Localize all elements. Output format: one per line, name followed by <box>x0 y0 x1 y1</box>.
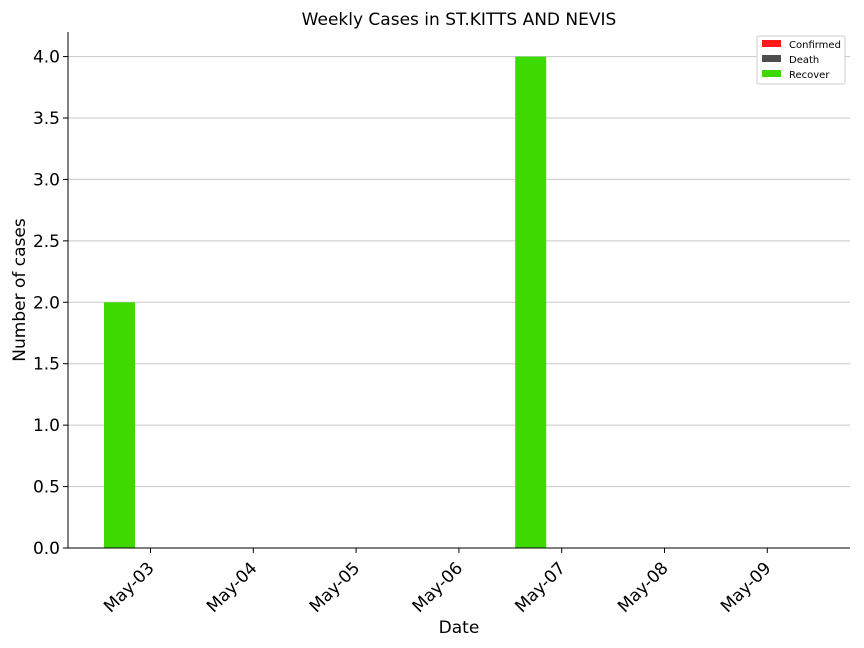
y-tick-label: 2.5 <box>33 232 60 252</box>
x-tick-label: May-03 <box>100 558 158 616</box>
legend-swatch <box>762 55 781 62</box>
y-tick-label: 4.0 <box>33 48 60 68</box>
y-tick-label: 0.0 <box>33 539 60 559</box>
bar-recover-may-07 <box>515 56 547 548</box>
chart-title: Weekly Cases in ST.KITTS AND NEVIS <box>302 10 617 30</box>
legend-label: Death <box>789 55 819 66</box>
y-tick-label: 2.0 <box>33 293 60 313</box>
legend-swatch <box>762 70 781 77</box>
legend-label: Recover <box>789 70 830 81</box>
y-tick-label: 0.5 <box>33 478 60 498</box>
y-tick-label: 1.0 <box>33 416 60 436</box>
x-ticks: May-03 May-04 May-05 May-06 May-07 May-08 May-… <box>100 548 775 617</box>
x-tick-label: May-09 <box>717 558 775 616</box>
y-axis-label: Number of cases <box>10 218 30 362</box>
legend-label: Confirmed <box>789 40 841 51</box>
y-tick-label: 3.0 <box>33 170 60 190</box>
x-tick-label: May-07 <box>511 558 569 616</box>
x-axis-label: Date <box>439 618 480 638</box>
legend: Confirmed Death Recover <box>756 35 846 85</box>
x-tick-label: May-04 <box>203 558 261 616</box>
axes <box>67 32 850 549</box>
bar-recover-may-03 <box>104 302 135 548</box>
bars <box>104 56 547 548</box>
x-tick-label: May-08 <box>614 558 672 616</box>
x-tick-label: May-05 <box>306 558 364 616</box>
y-tick-label: 1.5 <box>33 355 60 375</box>
y-tick-label: 3.5 <box>33 109 60 129</box>
grid-lines <box>68 56 850 488</box>
y-ticks: 0.0 0.5 1.0 1.5 2.0 2.5 3.0 3.5 4.0 <box>33 48 68 559</box>
legend-swatch <box>762 40 781 47</box>
x-tick-label: May-06 <box>409 558 467 616</box>
